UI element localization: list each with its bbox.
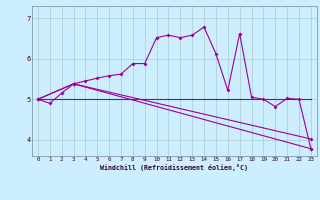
X-axis label: Windchill (Refroidissement éolien,°C): Windchill (Refroidissement éolien,°C) (100, 164, 248, 171)
